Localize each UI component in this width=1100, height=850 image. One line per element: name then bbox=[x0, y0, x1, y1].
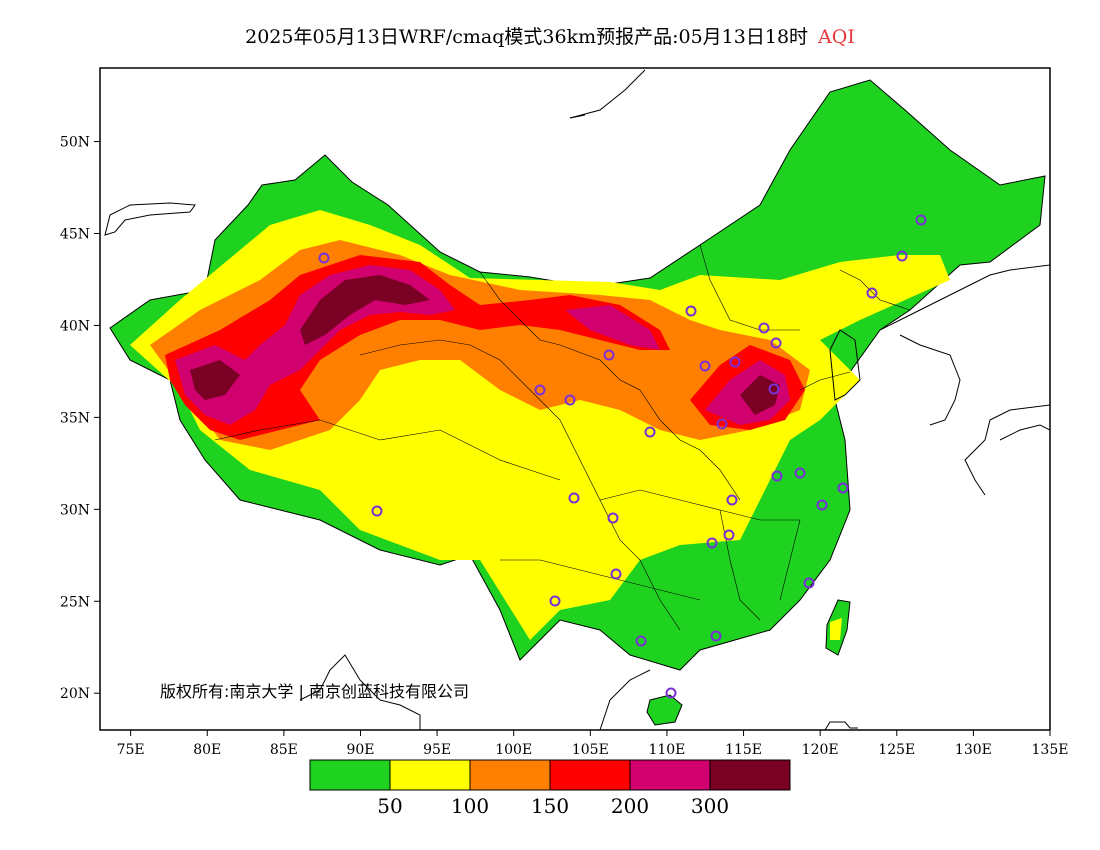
station-marker[interactable] bbox=[665, 687, 677, 699]
x-tick-label: 80E bbox=[193, 742, 221, 758]
x-tick-label: 100E bbox=[495, 742, 532, 758]
y-tick-label: 30N bbox=[60, 502, 90, 518]
station-marker[interactable] bbox=[866, 287, 878, 299]
x-tick-label: 75E bbox=[117, 742, 145, 758]
map-title: 2025年05月13日WRF/cmaq模式36km预报产品:05月13日18时 A… bbox=[0, 22, 1100, 49]
coastlines bbox=[104, 69, 1050, 730]
station-marker[interactable] bbox=[770, 337, 782, 349]
colorbar-swatch bbox=[469, 759, 551, 791]
x-tick-label: 85E bbox=[270, 742, 298, 758]
station-marker[interactable] bbox=[768, 383, 780, 395]
y-tick-label: 25N bbox=[60, 594, 90, 610]
x-tick-label: 110E bbox=[648, 742, 685, 758]
x-tick-label: 120E bbox=[802, 742, 839, 758]
colorbar-label: 50 bbox=[377, 794, 402, 818]
colorbar-swatch bbox=[309, 759, 391, 791]
title-main: 2025年05月13日WRF/cmaq模式36km预报产品:05月13日18时 bbox=[245, 26, 809, 48]
station-markers bbox=[318, 214, 927, 699]
station-marker[interactable] bbox=[803, 577, 815, 589]
station-marker[interactable] bbox=[706, 537, 718, 549]
station-marker[interactable] bbox=[716, 418, 728, 430]
colorbar-swatch bbox=[629, 759, 711, 791]
x-tick-label: 95E bbox=[423, 742, 451, 758]
colorbar-label: 150 bbox=[531, 794, 569, 818]
station-marker[interactable] bbox=[771, 470, 783, 482]
y-tick-label: 40N bbox=[60, 318, 90, 334]
colorbar-swatch bbox=[389, 759, 471, 791]
y-tick-label: 35N bbox=[60, 410, 90, 426]
colorbar-swatch bbox=[709, 759, 791, 791]
station-marker[interactable] bbox=[607, 512, 619, 524]
x-tick-label: 125E bbox=[878, 742, 915, 758]
x-tick-label: 115E bbox=[725, 742, 762, 758]
station-marker[interactable] bbox=[915, 214, 927, 226]
station-marker[interactable] bbox=[726, 494, 738, 506]
station-marker[interactable] bbox=[603, 349, 615, 361]
province-boundaries bbox=[214, 244, 911, 631]
y-axis-ticks: 20N 25N 30N 35N 40N 45N 50N bbox=[60, 135, 100, 702]
aqi-colorbar: 50 100 150 200 300 bbox=[309, 759, 791, 818]
station-marker[interactable] bbox=[794, 467, 806, 479]
station-marker[interactable] bbox=[564, 394, 576, 406]
region-aqi-hazardous bbox=[190, 275, 780, 415]
station-marker[interactable] bbox=[534, 384, 546, 396]
copyright-text: 版权所有:南京大学 | 南京创蓝科技有限公司 bbox=[160, 682, 469, 701]
station-marker[interactable] bbox=[318, 252, 330, 264]
x-tick-label: 105E bbox=[572, 742, 609, 758]
title-aqi: AQI bbox=[818, 26, 855, 48]
y-tick-label: 20N bbox=[60, 686, 90, 702]
station-marker[interactable] bbox=[896, 250, 908, 262]
y-tick-label: 50N bbox=[60, 135, 90, 151]
island-hainan bbox=[646, 694, 683, 726]
station-marker[interactable] bbox=[549, 595, 561, 607]
x-axis-ticks: 75E 80E 85E 90E 95E 100E 105E 110E 115E 120E 125E 1… bbox=[117, 730, 1069, 758]
station-marker[interactable] bbox=[729, 356, 741, 368]
x-tick-label: 130E bbox=[955, 742, 992, 758]
map-area: 版权所有:南京大学 | 南京创蓝科技有限公司 bbox=[104, 69, 1050, 730]
station-marker[interactable] bbox=[610, 568, 622, 580]
x-tick-label: 90E bbox=[346, 742, 374, 758]
station-marker[interactable] bbox=[635, 635, 647, 647]
station-marker[interactable] bbox=[758, 322, 770, 334]
x-tick-label: 135E bbox=[1032, 742, 1069, 758]
colorbar-label: 200 bbox=[611, 794, 649, 818]
station-marker[interactable] bbox=[644, 426, 656, 438]
colorbar-swatch bbox=[549, 759, 631, 791]
station-marker[interactable] bbox=[685, 305, 697, 317]
station-marker[interactable] bbox=[816, 499, 828, 511]
station-marker[interactable] bbox=[568, 492, 580, 504]
y-tick-label: 45N bbox=[60, 227, 90, 243]
station-marker[interactable] bbox=[723, 529, 735, 541]
colorbar-label: 300 bbox=[691, 794, 729, 818]
map-frame bbox=[99, 67, 1051, 731]
station-marker[interactable] bbox=[710, 630, 722, 642]
station-marker[interactable] bbox=[371, 505, 383, 517]
colorbar-label: 100 bbox=[451, 794, 489, 818]
station-marker[interactable] bbox=[837, 482, 849, 494]
station-marker[interactable] bbox=[699, 360, 711, 372]
